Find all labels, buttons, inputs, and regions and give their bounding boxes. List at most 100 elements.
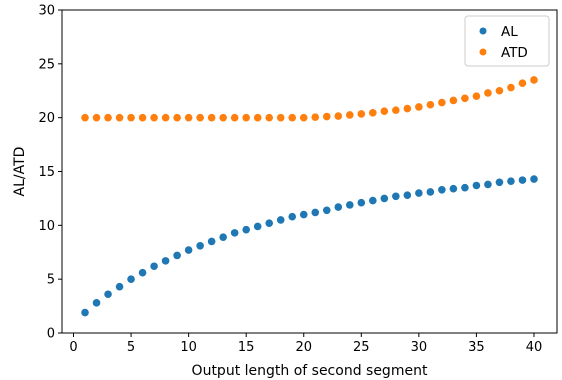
point-al-25 [357,198,366,207]
point-atd-15 [242,113,250,122]
plot-marks [81,76,538,317]
point-al-35 [472,181,481,190]
point-al-38 [507,177,515,185]
point-atd-40 [530,76,538,84]
y-tick-label: 10 [38,219,55,234]
legend-marker-al [479,27,487,35]
point-atd-30 [415,103,423,111]
x-tick-label: 10 [180,340,197,355]
point-atd-23 [334,112,343,120]
y-tick-label: 5 [47,273,55,288]
point-al-37 [495,178,504,187]
point-atd-38 [507,83,515,92]
point-al-14 [230,229,239,237]
point-al-22 [322,206,331,215]
point-al-2 [92,299,101,307]
point-atd-21 [311,113,320,121]
x-tick-label: 35 [468,340,485,355]
point-atd-29 [403,104,412,113]
legend-label-atd: ATD [501,45,528,61]
point-atd-1 [81,113,89,122]
point-al-5 [127,275,135,283]
point-al-11 [196,241,204,250]
y-axis-label: AL/ATD [12,147,28,197]
y-axis-ticks: 0 5 10 15 20 25 30 [38,4,62,342]
x-tick-label: 25 [353,340,370,355]
legend-label-al: AL [501,24,518,40]
series-atd [81,76,538,122]
point-al-26 [369,196,377,205]
point-atd-9 [173,113,181,122]
point-al-1 [81,308,89,317]
point-al-18 [276,216,285,224]
point-al-24 [345,201,354,209]
point-atd-39 [518,79,527,88]
point-al-30 [415,189,423,197]
y-tick-label: 30 [38,4,55,19]
point-al-12 [207,237,216,246]
point-atd-26 [369,109,377,117]
x-tick-label: 30 [411,340,428,355]
y-tick-label: 0 [47,327,55,342]
point-al-28 [392,192,400,201]
point-al-34 [461,183,469,192]
point-al-31 [426,188,435,196]
series-al [81,175,538,317]
point-al-4 [115,282,124,291]
point-al-32 [438,186,446,194]
y-tick-label: 20 [38,111,55,126]
x-tick-label: 5 [127,340,135,355]
point-al-16 [253,222,262,231]
x-axis-ticks: 0 5 10 15 20 25 30 35 40 [69,333,542,355]
x-tick-label: 15 [238,340,255,355]
point-atd-4 [115,113,124,122]
x-tick-label: 20 [295,340,312,355]
point-al-27 [380,194,389,203]
point-atd-36 [484,89,492,97]
legend: AL ATD [464,15,550,67]
point-al-7 [150,262,158,271]
legend-marker-atd [479,48,487,56]
point-atd-18 [276,113,285,122]
point-al-6 [138,268,147,277]
point-atd-25 [357,110,366,118]
point-al-15 [242,225,250,234]
point-al-13 [219,233,227,241]
y-tick-label: 25 [38,57,55,72]
point-atd-2 [92,113,101,122]
point-atd-3 [104,113,112,122]
point-atd-31 [426,100,435,109]
point-atd-7 [150,113,158,122]
point-atd-14 [230,113,239,122]
point-atd-27 [380,107,389,116]
point-atd-22 [322,112,331,121]
point-al-10 [184,246,193,254]
point-atd-13 [219,113,227,122]
point-atd-6 [138,113,147,122]
point-al-8 [161,257,170,265]
x-axis-label: Output length of second segment [192,363,428,379]
point-atd-17 [265,113,274,122]
point-atd-10 [184,113,193,122]
point-al-9 [173,251,181,260]
point-al-39 [518,176,527,184]
point-atd-35 [472,92,481,100]
point-al-29 [403,191,412,199]
point-atd-20 [299,113,308,122]
x-tick-label: 40 [526,340,543,355]
point-atd-8 [161,113,170,122]
point-al-36 [484,180,492,189]
point-atd-5 [127,113,135,122]
point-atd-19 [288,113,297,122]
point-atd-32 [438,98,446,107]
point-atd-33 [449,96,458,105]
point-al-40 [530,175,538,183]
point-atd-11 [196,113,204,122]
point-al-23 [334,203,343,211]
x-tick-label: 0 [69,340,77,355]
point-atd-37 [495,86,504,95]
point-al-21 [311,208,320,217]
point-al-20 [299,210,308,219]
point-al-19 [288,212,297,221]
